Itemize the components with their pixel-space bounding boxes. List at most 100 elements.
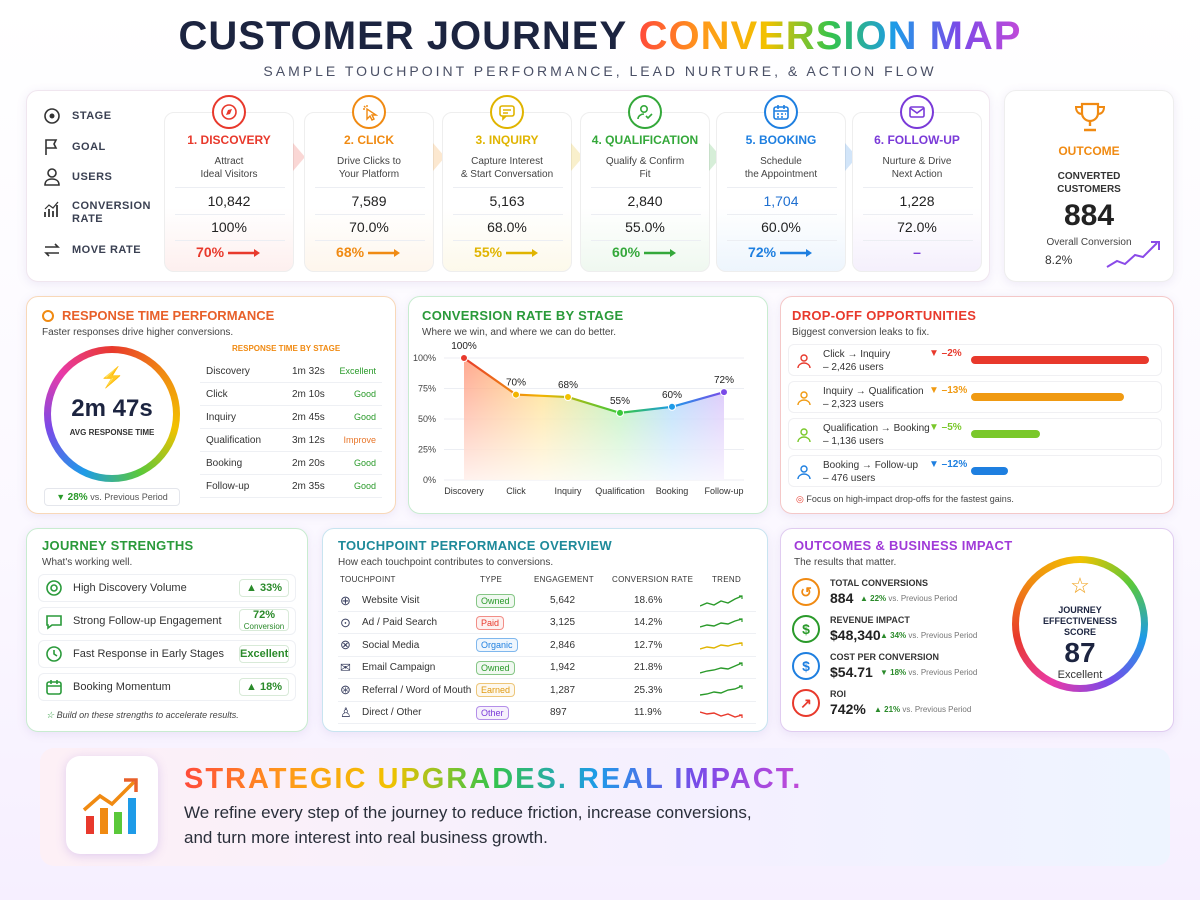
stage-card[interactable]: 6. FOLLOW-UP Nurture & Drive Next Action 1,…: [852, 95, 982, 272]
y-tick-label: 25%: [418, 445, 436, 455]
stage-move-rate: 60%: [581, 244, 709, 260]
metric-change-value: ▲ 22%: [860, 594, 887, 603]
calendar-icon: [764, 95, 798, 129]
dropoff-text: Qualification → Booking – 1,136 users: [823, 422, 930, 448]
response-rating: Good: [353, 458, 376, 468]
strengths-note: ☆ Build on these strengths to accelerate…: [46, 710, 239, 721]
star-icon: ☆: [1070, 573, 1090, 598]
page-title: CUSTOMER JOURNEY CONVERSION MAP: [0, 14, 1200, 59]
page-subtitle: SAMPLE TOUCHPOINT PERFORMANCE, LEAD NURT…: [263, 63, 937, 79]
chevron-right-icon: [293, 143, 305, 171]
user-alert-icon: [797, 428, 811, 443]
strengths-note-text: Build on these strengths to accelerate r…: [56, 710, 239, 720]
outcome-value: 884: [1063, 199, 1115, 232]
x-tick-label: Qualification: [595, 486, 645, 496]
growth-chart-icon: [82, 778, 138, 834]
stage-card[interactable]: 3. INQUIRY Capture Interest & Start Conver…: [442, 95, 583, 272]
touchpoint-row[interactable]: ✉ Email Campaign Owned 1,942 21.8%: [338, 657, 756, 680]
dropoff-row[interactable]: Qualification → Booking – 1,136 users ▼ –5…: [788, 418, 1162, 450]
dropoff-row[interactable]: Inquiry → Qualification – 2,323 users ▼ –1…: [788, 381, 1162, 413]
response-row: Click 2m 10s Good: [200, 383, 382, 406]
dropoff-users: – 2,426 users: [823, 362, 884, 373]
stage-users: 1,228: [899, 193, 935, 209]
dollar-icon: $: [792, 615, 820, 643]
dropoff-stage-pair: Booking → Follow-up: [823, 460, 919, 471]
stage-card[interactable]: 4. QUALIFICATION Qualify & Confirm Fit 2,84…: [580, 95, 721, 272]
outcome-metric: $ COST PER CONVERSION $54.71 ▼ 18% vs. Prev…: [792, 652, 1002, 684]
stage-goal: Schedule the Appointment: [717, 155, 845, 181]
cursor-click-icon: [352, 95, 386, 129]
response-time: 2m 45s: [292, 411, 325, 423]
stage-conversion: 100%: [211, 219, 247, 235]
trend-sparkline: [700, 642, 743, 650]
arrow-right-icon: [227, 249, 260, 258]
chat-icon: [46, 615, 62, 630]
touchpoint-type: Earned: [476, 683, 516, 698]
stage-card[interactable]: 2. CLICK Drive Clicks to Your Platform 7,58…: [304, 95, 445, 272]
touchpoint-row[interactable]: ⊗ Social Media Organic 2,846 12.7%: [338, 635, 756, 657]
outcome-label: OUTCOME: [1058, 144, 1120, 158]
response-table-title: RESPONSE TIME BY STAGE: [232, 344, 341, 353]
metric-value: $54.71: [830, 664, 873, 680]
touchpoint-row[interactable]: ⊛ Referral / Word of Mouth Earned 1,287 25.3…: [338, 680, 756, 702]
stage-goal: Qualify & Confirm Fit: [581, 155, 709, 181]
stage-card[interactable]: 5. BOOKING Schedule the Appointment 1,704 60…: [716, 95, 857, 272]
bar-chart-icon: [44, 201, 59, 217]
stage-move-rate-value: 55%: [474, 244, 503, 260]
response-stage: Follow-up: [206, 480, 250, 492]
share-icon: ⊗: [340, 637, 351, 653]
touchpoint-conversion: 12.7%: [634, 639, 663, 651]
stage-goal-line-2: Your Platform: [338, 169, 400, 180]
stage-users: 1,704: [763, 193, 799, 209]
strength-badge: Excellent: [239, 645, 289, 663]
banner-headline: STRATEGIC UPGRADES. REAL IMPACT.: [184, 763, 803, 795]
stage-goal-line-1: Schedule: [760, 156, 802, 167]
stage-goal-line-1: Nurture & Drive: [882, 156, 952, 167]
outcome-panel: OUTCOME CONVERTED CUSTOMERS 884 Overall …: [1004, 90, 1174, 282]
touchpoint-name: Social Media: [362, 639, 420, 651]
touchpoint-name: Email Campaign: [362, 662, 436, 674]
y-tick-label: 75%: [418, 384, 436, 394]
stage-goal: Capture Interest & Start Conversation: [443, 155, 571, 181]
lightning-icon: ⚡: [99, 367, 125, 389]
metric-change-value: ▲ 34%: [880, 631, 907, 640]
touchpoint-row[interactable]: ⊕ Website Visit Owned 5,642 18.6%: [338, 590, 756, 612]
stage-goal: Nurture & Drive Next Action: [853, 155, 981, 181]
touchpoint-name: Ad / Paid Search: [362, 617, 438, 629]
metric-value: 742%: [830, 701, 866, 717]
metric-change-value: ▲ 21%: [874, 705, 901, 714]
avg-response-value: 2m 47s: [71, 395, 153, 422]
strength-row[interactable]: Fast Response in Early Stages Excellent: [38, 640, 296, 668]
response-time: 3m 12s: [292, 434, 325, 446]
stage-goal-line-1: Capture Interest: [471, 156, 543, 167]
strength-badge-value: 72%: [252, 609, 276, 621]
stage-card[interactable]: 1. DISCOVERY Attract Ideal Visitors 10,842 1…: [164, 95, 305, 272]
response-time: 2m 10s: [292, 388, 325, 400]
stage-name: 2. CLICK: [343, 133, 394, 147]
touchpoint-row[interactable]: ♙ Direct / Other Other 897 11.9%: [338, 702, 756, 724]
stage-goal: Drive Clicks to Your Platform: [305, 155, 433, 181]
response-time: 2m 20s: [292, 457, 325, 469]
stage-conversion: 70.0%: [349, 219, 389, 235]
user-icon: [44, 168, 60, 186]
dropoff-row[interactable]: Click → Inquiry – 2,426 users ▼ –2%: [788, 344, 1162, 376]
strength-row[interactable]: Booking Momentum ▲ 18%: [38, 673, 296, 701]
response-rating: Good: [353, 389, 376, 399]
strength-row[interactable]: High Discovery Volume ▲ 33%: [38, 574, 296, 602]
touchpoint-engagement: 2,846: [550, 639, 576, 651]
overall-conversion-value: 8.2%: [1045, 253, 1073, 267]
response-row: Inquiry 2m 45s Good: [200, 406, 382, 429]
response-rating: Good: [353, 412, 376, 422]
touchpoint-row[interactable]: ⊙ Ad / Paid Search Paid 3,125 14.2%: [338, 612, 756, 635]
stage-users: 7,589: [351, 193, 387, 209]
conversion-rate-chart: 100% 75% 50% 25% 0% 100% Discovery 70% Click 68% I…: [413, 341, 744, 496]
outcome-metric: ↗ ROI 742% ▲ 21% vs. Previous Period: [792, 689, 1002, 721]
metric-change-label: vs. Previous Period: [888, 594, 958, 603]
strength-row[interactable]: Strong Follow-up Engagement 72% Conversion: [38, 607, 296, 635]
metric-change-value: ▼ 18%: [880, 668, 907, 677]
dropoff-row[interactable]: Booking → Follow-up – 476 users ▼ –12%: [788, 455, 1162, 487]
arrow-right-icon: [505, 249, 538, 258]
dropoff-stage-pair: Click → Inquiry: [823, 349, 891, 360]
col-trend: TREND: [712, 575, 742, 584]
stage-goal: Attract Ideal Visitors: [165, 155, 293, 181]
